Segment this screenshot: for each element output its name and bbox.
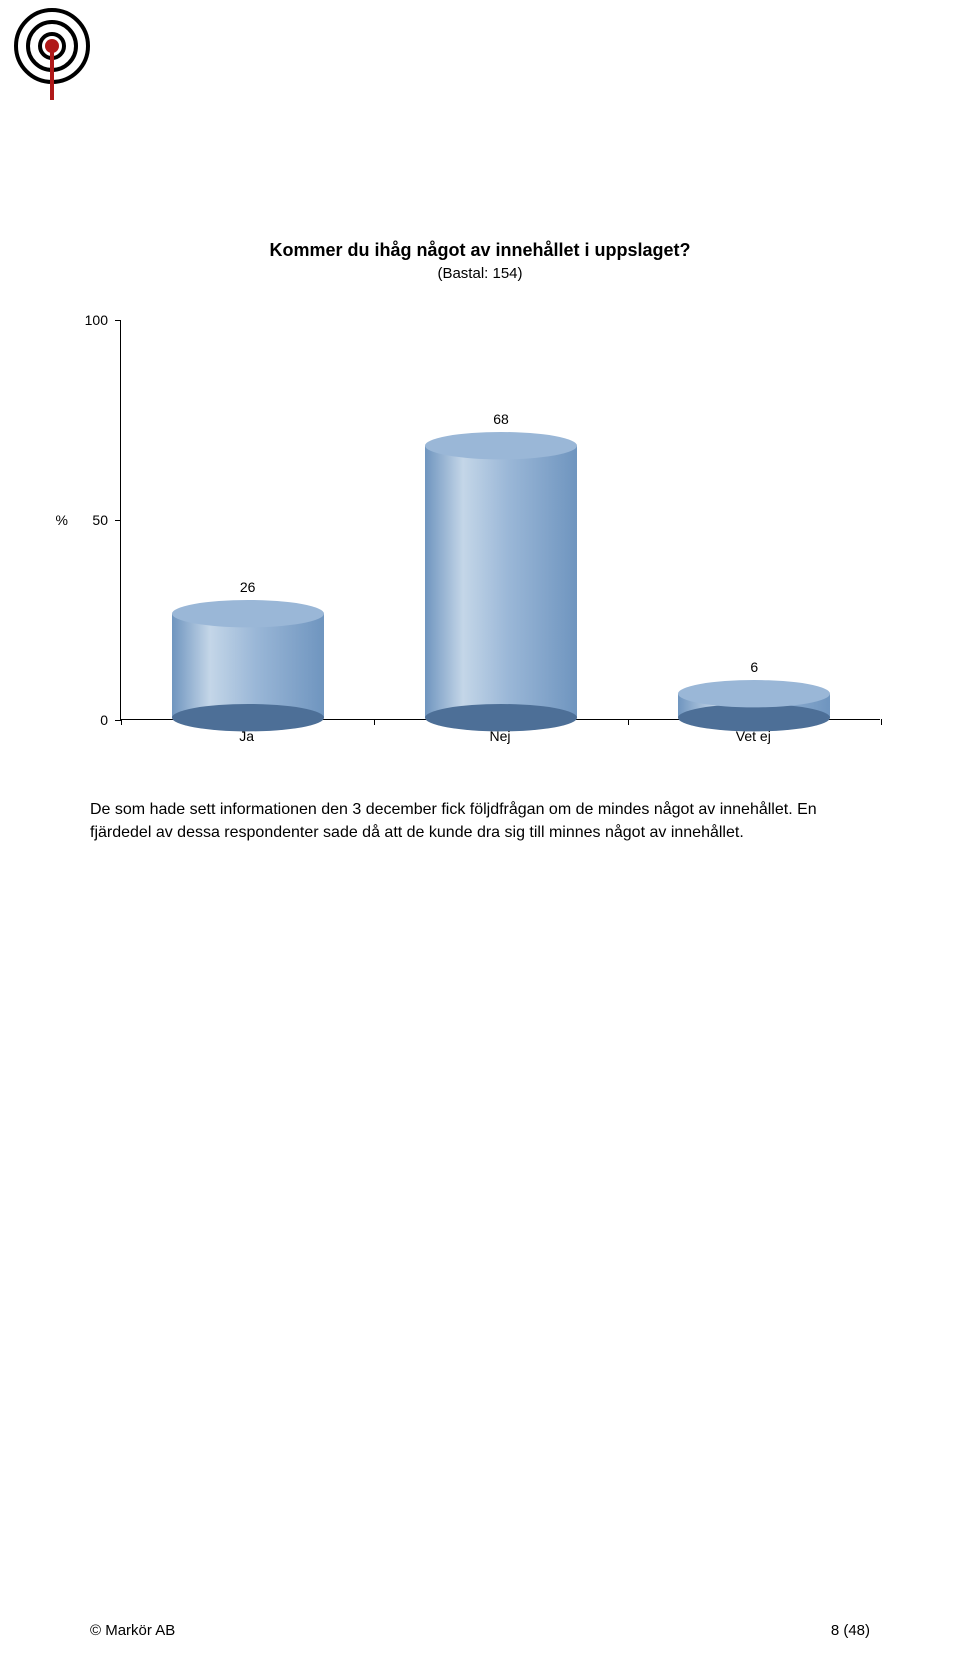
bar-chart: 26686 % 050100JaNejVet ej [120,320,880,760]
y-axis-unit: % [48,512,68,528]
body-paragraph: De som hade sett informationen den 3 dec… [90,798,870,844]
bar [172,599,324,732]
x-tick [121,719,122,725]
footer-copyright: © Markör AB [90,1622,175,1639]
bar-value-label: 26 [218,579,278,595]
bar-slot: 68 [374,320,627,719]
bar [425,431,577,732]
x-tick [881,719,882,725]
brand-logo [10,6,94,109]
chart-title: Kommer du ihåg något av innehållet i upp… [0,240,960,261]
y-tick-label: 0 [72,712,108,728]
bar-value-label: 68 [471,411,531,427]
x-tick [628,719,629,725]
footer-page-number: 8 (48) [831,1622,870,1639]
bar-value-label: 6 [724,659,784,675]
x-tick [374,719,375,725]
x-category-label: Vet ej [627,728,880,744]
y-tick-label: 50 [72,512,108,528]
bar-slot: 6 [628,320,881,719]
x-category-label: Ja [120,728,373,744]
y-tick-label: 100 [72,312,108,328]
bar-slot: 26 [121,320,374,719]
chart-subtitle: (Bastal: 154) [0,265,960,282]
target-icon [10,6,94,104]
chart-title-block: Kommer du ihåg något av innehållet i upp… [0,240,960,282]
page: Kommer du ihåg något av innehållet i upp… [0,0,960,1669]
plot-area: 26 68 6 [120,320,880,720]
bar [678,679,830,732]
x-category-label: Nej [373,728,626,744]
